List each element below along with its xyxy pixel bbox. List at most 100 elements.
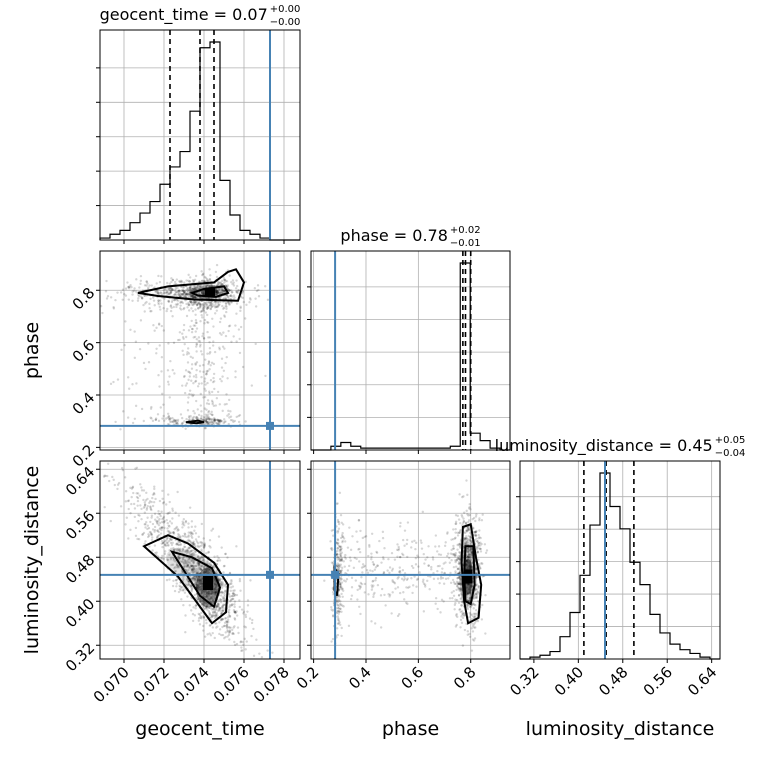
sample-point: [211, 303, 214, 306]
sample-point: [348, 526, 351, 529]
sample-point: [223, 420, 226, 423]
sample-point: [431, 556, 435, 559]
sample-point: [135, 492, 138, 495]
sample-point: [364, 535, 368, 538]
sample-point: [230, 280, 233, 284]
sample-point: [143, 294, 146, 297]
sample-point: [391, 567, 395, 571]
sample-point: [168, 396, 171, 399]
sample-point: [208, 544, 211, 548]
sample-point: [202, 416, 206, 419]
sample-point: [136, 499, 140, 503]
sample-point: [185, 535, 188, 539]
sample-point: [166, 527, 169, 530]
sample-point: [205, 418, 208, 422]
sample-point: [178, 292, 181, 295]
sample-point: [399, 521, 402, 525]
sample-point: [236, 626, 240, 629]
sample-point: [336, 518, 340, 522]
sample-point: [202, 337, 206, 340]
sample-point: [180, 293, 183, 296]
sample-point: [142, 419, 146, 423]
sample-point: [206, 416, 210, 420]
sample-point: [152, 323, 155, 327]
sample-point: [185, 293, 189, 296]
sample-point: [444, 577, 448, 581]
sample-point: [233, 603, 236, 606]
sample-point: [205, 408, 208, 411]
sample-point: [213, 419, 216, 423]
sample-point: [195, 350, 198, 353]
sample-point: [154, 290, 157, 294]
sample-point: [394, 587, 397, 590]
sample-point: [187, 531, 190, 534]
sample-point: [457, 518, 461, 521]
sample-point: [221, 282, 224, 286]
sample-point: [393, 582, 397, 585]
sample-point: [340, 577, 343, 581]
sample-point: [463, 537, 467, 540]
sample-point: [241, 290, 245, 293]
sample-point: [397, 575, 400, 579]
sample-point: [330, 529, 334, 532]
sample-point: [195, 361, 199, 364]
sample-point: [163, 539, 167, 543]
sample-point: [215, 396, 219, 400]
sample-point: [186, 351, 189, 354]
sample-point: [163, 552, 167, 556]
sample-point: [197, 535, 200, 539]
sample-point: [203, 306, 206, 309]
sample-point: [193, 300, 196, 303]
sample-point: [194, 319, 198, 322]
sample-point: [217, 281, 221, 285]
sample-point: [203, 377, 207, 380]
sample-point: [398, 566, 401, 569]
sample-point: [150, 533, 153, 537]
sample-point: [194, 581, 197, 585]
sample-point: [460, 603, 463, 607]
sample-point: [214, 303, 217, 306]
sample-point: [210, 284, 214, 287]
sample-point: [135, 495, 139, 499]
sample-point: [213, 301, 216, 304]
sample-point: [113, 483, 117, 487]
sample-point: [207, 411, 210, 414]
sample-point: [182, 589, 185, 592]
sample-point: [206, 399, 210, 402]
sample-point: [396, 586, 400, 589]
sample-point: [239, 640, 243, 643]
sample-point: [402, 591, 405, 594]
sample-point: [151, 419, 155, 423]
sample-point: [116, 487, 119, 491]
sample-point: [252, 654, 256, 658]
sample-point: [186, 286, 189, 289]
sample-point: [210, 421, 213, 424]
sample-point: [177, 556, 180, 559]
sample-point: [221, 290, 224, 293]
sample-point: [201, 335, 204, 338]
sample-point: [372, 563, 376, 566]
sample-point: [187, 329, 191, 332]
sample-point: [332, 534, 335, 537]
sample-point: [180, 308, 183, 311]
sample-point: [156, 535, 159, 539]
sample-point: [175, 585, 178, 588]
sample-point: [466, 630, 470, 633]
sample-point: [233, 640, 236, 644]
sample-point: [214, 592, 218, 595]
sample-point: [244, 420, 247, 423]
sample-point: [203, 543, 206, 546]
sample-point: [190, 301, 193, 304]
sample-point: [451, 578, 455, 582]
sample-point: [207, 568, 211, 572]
sample-point: [190, 307, 193, 310]
sample-point: [175, 305, 178, 309]
sample-point: [258, 652, 261, 655]
sample-point: [455, 559, 459, 562]
sample-point: [170, 287, 174, 291]
sample-point: [179, 304, 182, 307]
sample-point: [246, 604, 250, 607]
sample-point: [230, 582, 233, 586]
sample-point: [350, 576, 354, 580]
sample-point: [196, 595, 200, 599]
